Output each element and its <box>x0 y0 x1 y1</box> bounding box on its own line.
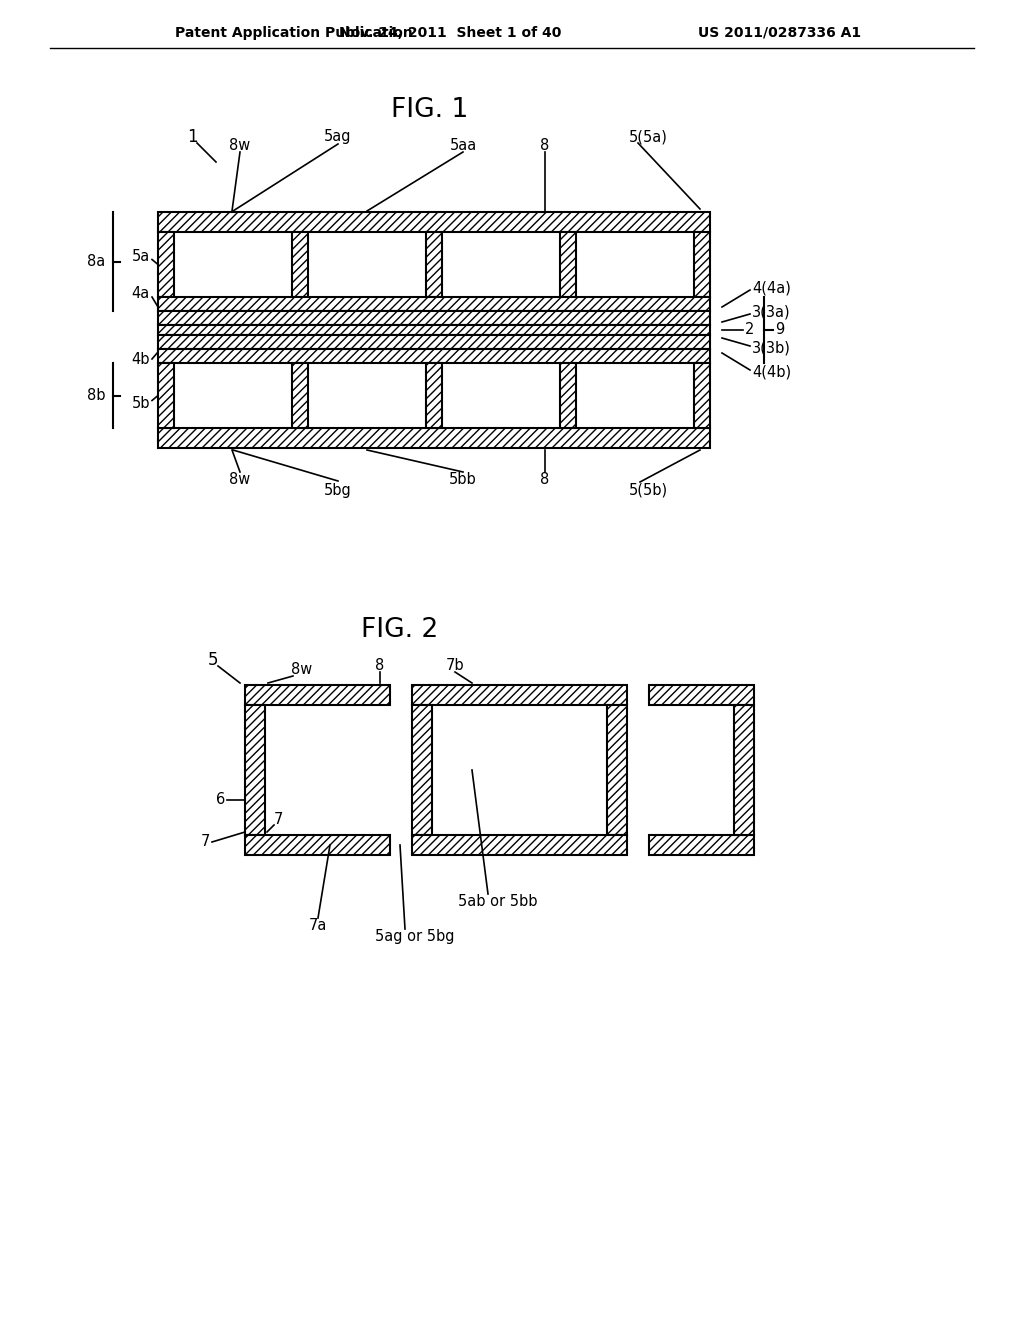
Text: 6: 6 <box>216 792 225 808</box>
Text: 5(5a): 5(5a) <box>629 129 668 144</box>
Text: 5a: 5a <box>132 249 150 264</box>
Text: 2: 2 <box>745 322 755 338</box>
Bar <box>292 363 308 428</box>
Bar <box>158 363 174 428</box>
Bar <box>292 232 308 297</box>
Bar <box>560 363 575 428</box>
Bar <box>412 836 627 855</box>
Bar <box>694 232 710 297</box>
Text: 9: 9 <box>775 322 784 338</box>
Text: US 2011/0287336 A1: US 2011/0287336 A1 <box>698 26 861 40</box>
Bar <box>245 705 265 836</box>
Bar <box>245 836 390 855</box>
Text: FIG. 1: FIG. 1 <box>391 96 469 123</box>
Text: 5bg: 5bg <box>325 483 352 498</box>
Bar <box>412 685 627 705</box>
Text: 8a: 8a <box>87 253 105 269</box>
Text: 4(4a): 4(4a) <box>752 281 791 296</box>
Text: 3(3b): 3(3b) <box>752 341 791 355</box>
Text: 8: 8 <box>376 657 385 672</box>
Text: 8: 8 <box>541 137 550 153</box>
Text: Patent Application Publication: Patent Application Publication <box>175 26 413 40</box>
Bar <box>734 705 754 836</box>
Text: 4(4b): 4(4b) <box>752 364 792 380</box>
Bar <box>426 232 442 297</box>
Bar <box>426 363 442 428</box>
Text: 8w: 8w <box>229 473 251 487</box>
Text: 5(5b): 5(5b) <box>629 483 668 498</box>
Text: 8w: 8w <box>292 663 312 677</box>
Bar <box>158 335 710 348</box>
Text: 7: 7 <box>273 813 283 828</box>
Text: 4b: 4b <box>131 351 150 367</box>
Text: FIG. 2: FIG. 2 <box>361 616 438 643</box>
Text: 5aa: 5aa <box>450 137 476 153</box>
Bar <box>560 232 575 297</box>
Text: 5ag or 5bg: 5ag or 5bg <box>375 929 455 945</box>
Bar <box>607 705 627 836</box>
Text: 5ag: 5ag <box>325 129 352 144</box>
Text: 7b: 7b <box>445 657 464 672</box>
Text: 1: 1 <box>186 128 198 147</box>
Text: 4a: 4a <box>132 286 150 301</box>
Bar <box>158 348 710 363</box>
Bar <box>158 232 174 297</box>
Text: 8: 8 <box>541 473 550 487</box>
Bar <box>694 363 710 428</box>
Bar <box>158 428 710 447</box>
Text: 5: 5 <box>208 651 218 669</box>
Bar <box>158 312 710 325</box>
Bar <box>412 705 432 836</box>
Bar <box>158 297 710 312</box>
Text: 5ab or 5bb: 5ab or 5bb <box>459 895 538 909</box>
Bar <box>158 325 710 335</box>
Text: 5b: 5b <box>131 396 150 411</box>
Bar <box>649 685 754 705</box>
Text: 8b: 8b <box>86 388 105 403</box>
Text: 7a: 7a <box>309 917 328 932</box>
Bar <box>158 213 710 232</box>
Text: 8w: 8w <box>229 137 251 153</box>
Text: 7: 7 <box>201 834 210 850</box>
Bar <box>245 685 390 705</box>
Text: Nov. 24, 2011  Sheet 1 of 40: Nov. 24, 2011 Sheet 1 of 40 <box>339 26 561 40</box>
Text: 3(3a): 3(3a) <box>752 305 791 319</box>
Bar <box>649 836 754 855</box>
Text: 5bb: 5bb <box>450 473 477 487</box>
